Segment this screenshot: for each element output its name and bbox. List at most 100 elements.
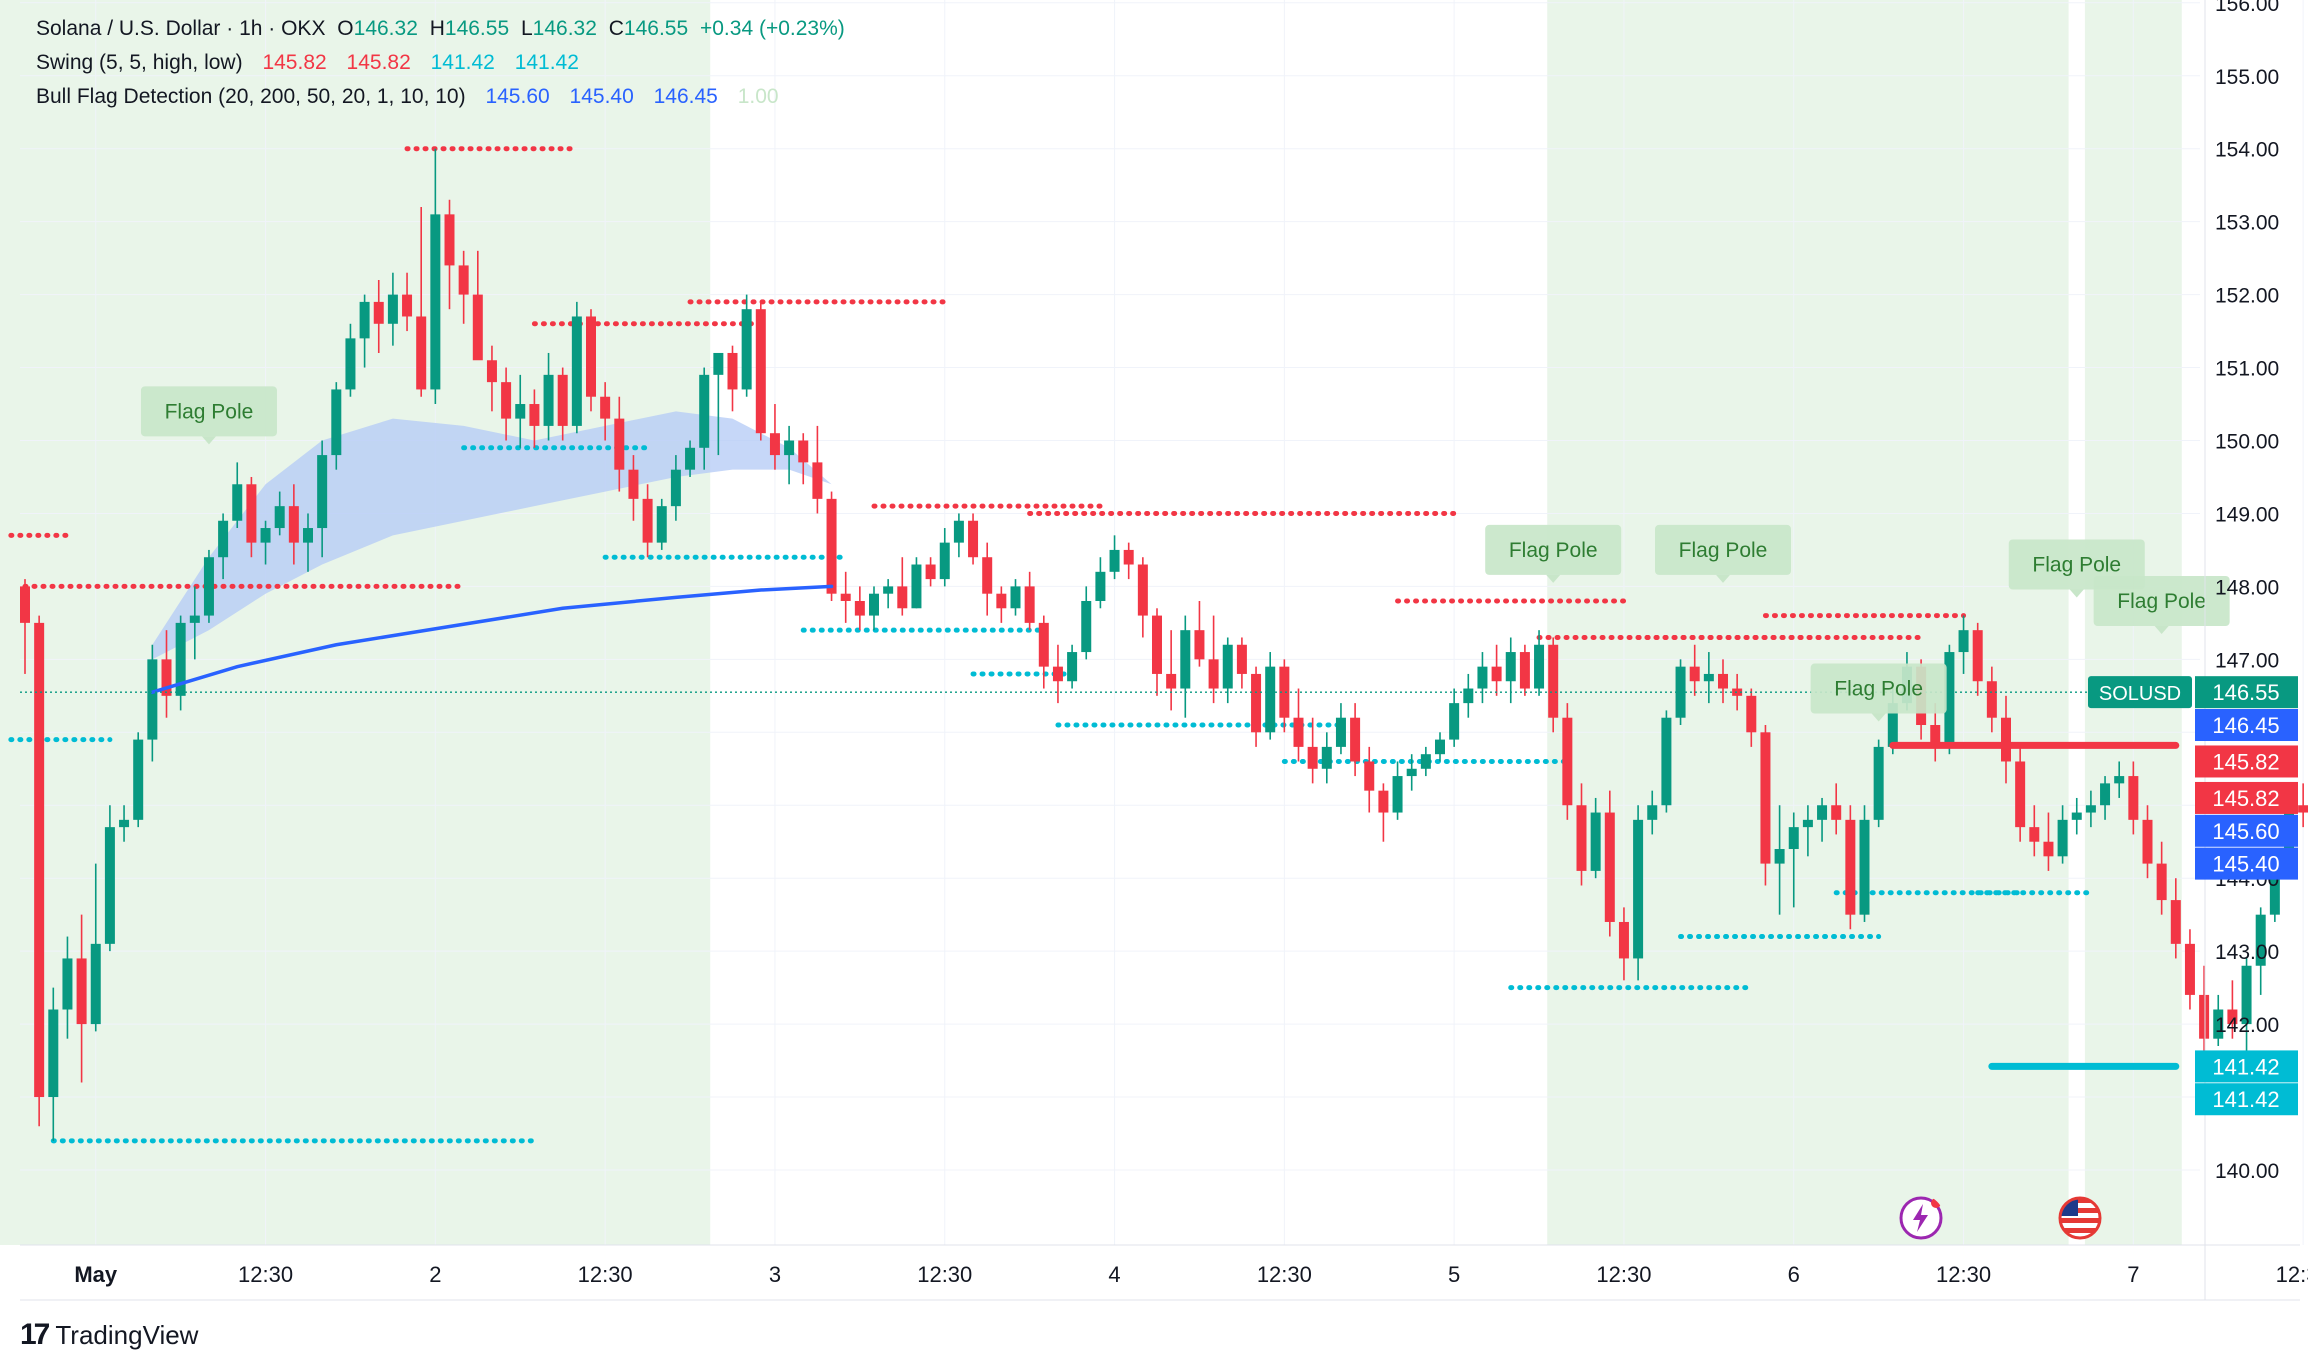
candle [515, 404, 526, 419]
candle [1718, 673, 1728, 689]
candle [175, 622, 186, 696]
price-axis-label: 145.60 [2195, 814, 2298, 847]
price-tick-label: 152.00 [2215, 285, 2279, 308]
candle [402, 294, 413, 317]
low-value: 146.32 [532, 17, 597, 40]
candle [1435, 739, 1445, 755]
price-axis-label-text: 145.82 [2212, 749, 2279, 774]
time-tick-label: 12:30 [1257, 1262, 1312, 1287]
flag-pole-label: Flag Pole [1810, 663, 1947, 722]
candle [1067, 652, 1078, 682]
flag-pole-label-box [1810, 663, 1947, 714]
price-axis-label: 145.82 [2195, 781, 2298, 814]
candle [486, 360, 497, 383]
time-tick-label: 4 [1108, 1262, 1120, 1287]
price-tick-label: 148.00 [2215, 576, 2279, 599]
symbol-legend[interactable]: Solana / U.S. Dollar · 1h · OKX O146.32 … [36, 14, 851, 44]
flag-pole-label-text: Flag Pole [165, 400, 254, 423]
symbol-tag-bg [2088, 676, 2192, 709]
symbol-title[interactable]: Solana / U.S. Dollar · 1h · OKX [36, 17, 326, 40]
candle [2015, 761, 2026, 828]
candle [1873, 746, 1884, 820]
candle [1420, 754, 1431, 769]
time-tick-label: 12:30 [1596, 1262, 1651, 1287]
bull-flag-legend[interactable]: Bull Flag Detection (20, 200, 50, 20, 1,… [36, 82, 785, 112]
flag-zone [0, 0, 711, 1245]
time-tick-label: 12:30 [1936, 1262, 1991, 1287]
time-tick-label: 7 [2127, 1262, 2139, 1287]
candle [20, 586, 30, 623]
candle [1208, 659, 1219, 689]
swing-indicator-name[interactable]: Swing (5, 5, high, low) [36, 51, 243, 74]
price-tick-label: 147.00 [2215, 649, 2279, 672]
candle [656, 506, 667, 543]
candle [288, 506, 299, 543]
flag-pole-label-text: Flag Pole [1679, 539, 1768, 562]
candle [1774, 849, 1785, 864]
flag-pole-label-box [1485, 524, 1622, 575]
candle [2128, 776, 2139, 820]
candle [840, 593, 851, 601]
change-value: +0.34 (+0.23%) [699, 17, 845, 40]
candle [982, 557, 993, 594]
flag-pole-label-pointer [1546, 574, 1561, 583]
price-axis-label-bg [2195, 745, 2298, 778]
candle [274, 506, 285, 529]
candle [939, 542, 950, 580]
flag-pole-label-pointer [2069, 589, 2084, 598]
candle [1095, 571, 1106, 601]
price-tick-label: 150.00 [2215, 431, 2279, 454]
candle [501, 382, 512, 419]
price-tick-label: 153.00 [2215, 212, 2279, 235]
flag-pole-label: Flag Pole [1655, 524, 1791, 583]
candle [2100, 783, 2111, 806]
price-axis-label: 145.82 [2195, 745, 2298, 778]
candle [1477, 666, 1488, 689]
flag-pole-label: Flag Pole [140, 386, 277, 445]
candle [1689, 666, 1700, 682]
candle [1321, 746, 1332, 769]
candle [1788, 827, 1799, 850]
bull-flag-indicator-name[interactable]: Bull Flag Detection (20, 200, 50, 20, 1,… [36, 85, 466, 108]
flag-pole-label-box [1655, 524, 1791, 575]
candle [416, 316, 427, 390]
time-tick-label: 12:30 [917, 1262, 972, 1287]
flag-pole-label-text: Flag Pole [2032, 554, 2121, 577]
price-axis-label-text: 145.82 [2212, 786, 2279, 811]
swing-value-2: 145.82 [346, 51, 411, 74]
candle [2071, 812, 2082, 820]
candle [1576, 805, 1587, 871]
candle [713, 352, 724, 375]
tradingview-brand[interactable]: 17 TradingView [20, 1318, 198, 1352]
flag-pole-label-box [140, 386, 277, 437]
candle [1505, 652, 1516, 682]
flag-pole-label-pointer [201, 436, 216, 445]
price-axis-label-text: 146.45 [2212, 713, 2279, 738]
candle [444, 214, 455, 266]
bull-flag-value-2: 145.40 [569, 85, 634, 108]
time-tick-label: 12:30 [238, 1262, 293, 1287]
candle [1491, 666, 1502, 682]
candle [387, 294, 398, 324]
swing-value-4: 141.42 [514, 51, 579, 74]
price-axis-label: 145.40 [2195, 847, 2298, 880]
candle [897, 586, 908, 609]
price-tick-label: 151.00 [2215, 358, 2279, 381]
candle [472, 294, 483, 361]
high-label: H [429, 17, 445, 40]
candle [1732, 688, 1743, 696]
symbol-tag-text: SOLUSD [2099, 683, 2181, 705]
candle [1449, 703, 1460, 740]
price-axis-label-bg [2195, 709, 2298, 742]
swing-legend[interactable]: Swing (5, 5, high, low) 145.82 145.82 14… [36, 48, 585, 78]
candle [784, 440, 795, 456]
candle [345, 338, 356, 390]
price-tick-label: 142.00 [2215, 1014, 2279, 1037]
candle [2029, 827, 2040, 842]
price-axis-label-bg [2195, 781, 2298, 814]
candle [2199, 994, 2210, 1039]
candle [1463, 688, 1474, 704]
lightning-icon[interactable] [1898, 1195, 1944, 1241]
us-flag-icon[interactable] [2058, 1196, 2102, 1240]
